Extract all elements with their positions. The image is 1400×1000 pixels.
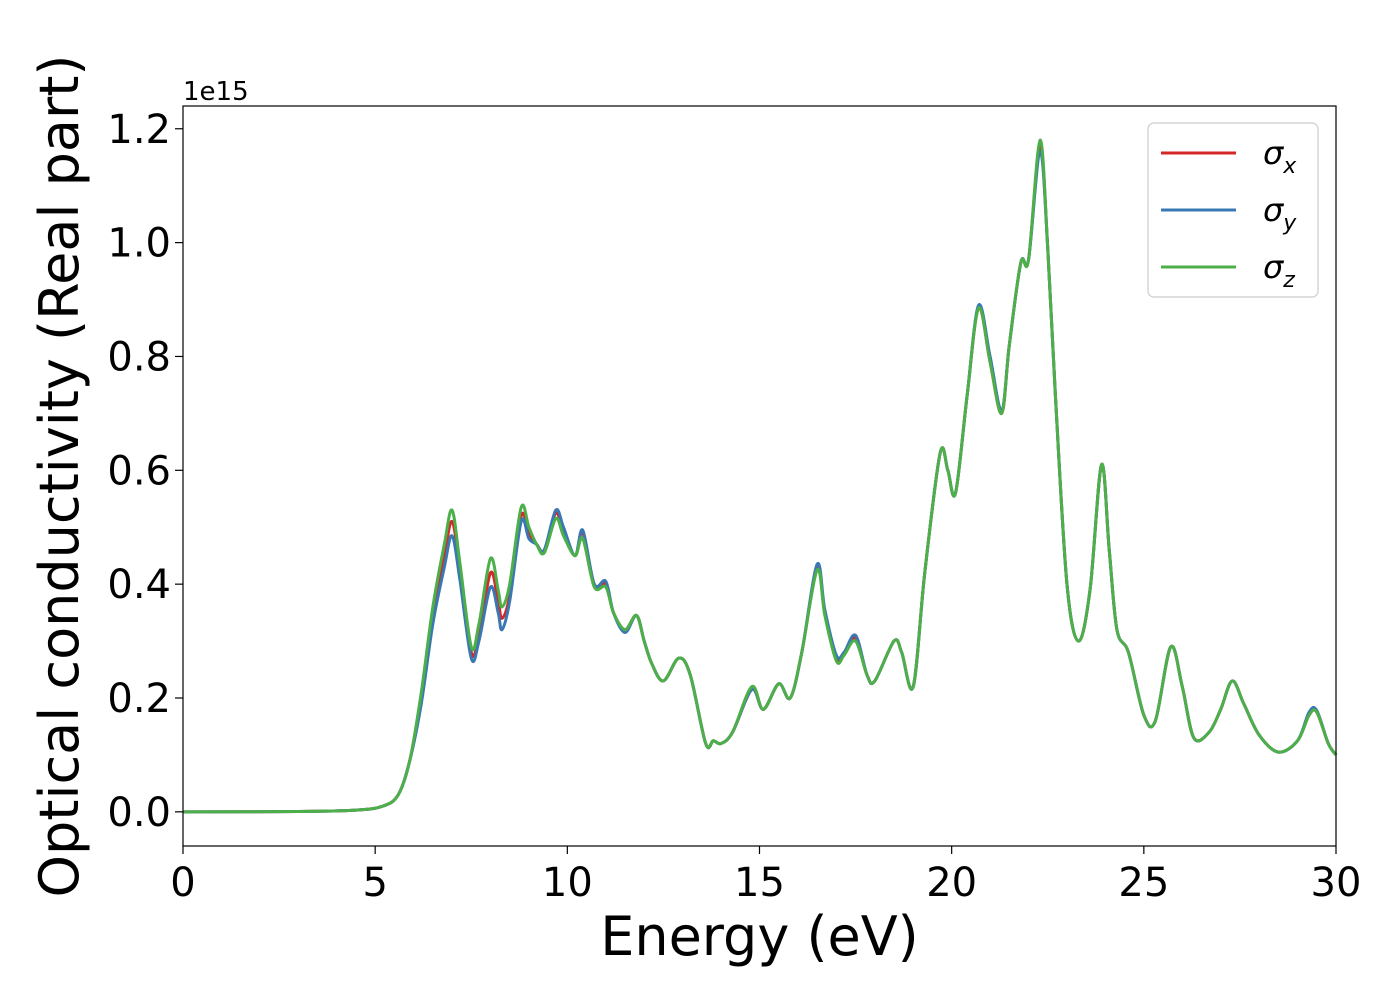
y-tick-label: 1.2 xyxy=(107,107,171,153)
x-axis-label: Energy (eV) xyxy=(600,905,919,968)
x-tick-label: 25 xyxy=(1118,860,1169,906)
x-ticks: 0 5 10 15 20 25 30 xyxy=(170,846,1361,906)
y-tick-label: 0.4 xyxy=(107,562,171,608)
plot-area xyxy=(183,106,1336,846)
y-tick-label: 1.0 xyxy=(107,221,171,267)
series-group xyxy=(182,138,1338,814)
y-axis-label: Optical conductivity (Real part) xyxy=(28,55,91,898)
y-offset-label: 1e15 xyxy=(183,77,249,107)
x-tick-label: 15 xyxy=(734,860,785,906)
y-tick-label: 0.6 xyxy=(107,448,171,494)
y-tick-label: 0.2 xyxy=(107,676,171,722)
y-tick-label: 0.8 xyxy=(107,334,171,380)
y-tick-label: 0.0 xyxy=(107,790,171,836)
y-ticks: 0.0 0.2 0.4 0.6 0.8 1.0 1.2 xyxy=(107,107,183,836)
x-tick-label: 0 xyxy=(170,860,195,906)
series-line-z xyxy=(182,138,1338,814)
x-tick-label: 20 xyxy=(926,860,977,906)
x-tick-label: 5 xyxy=(362,860,387,906)
x-tick-label: 30 xyxy=(1311,860,1362,906)
x-tick-label: 10 xyxy=(542,860,593,906)
